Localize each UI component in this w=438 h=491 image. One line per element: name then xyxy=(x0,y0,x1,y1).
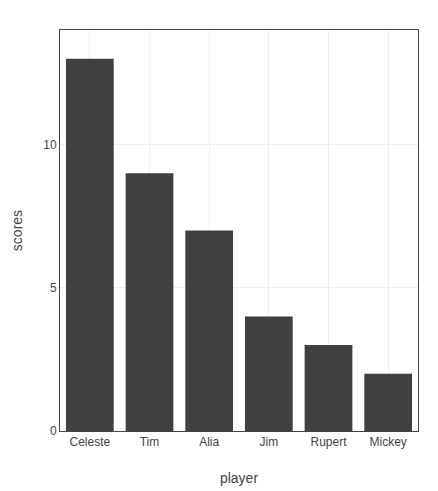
svg-text:10: 10 xyxy=(43,138,57,152)
svg-text:scores: scores xyxy=(9,210,25,251)
svg-text:5: 5 xyxy=(50,281,57,295)
svg-text:Jim: Jim xyxy=(259,435,278,449)
svg-text:Rupert: Rupert xyxy=(310,435,347,449)
svg-text:Mickey: Mickey xyxy=(369,435,406,449)
svg-text:Alia: Alia xyxy=(199,435,219,449)
svg-text:player: player xyxy=(220,470,258,486)
svg-text:0: 0 xyxy=(50,424,57,438)
svg-text:Tim: Tim xyxy=(140,435,160,449)
svg-text:Celeste: Celeste xyxy=(69,435,110,449)
